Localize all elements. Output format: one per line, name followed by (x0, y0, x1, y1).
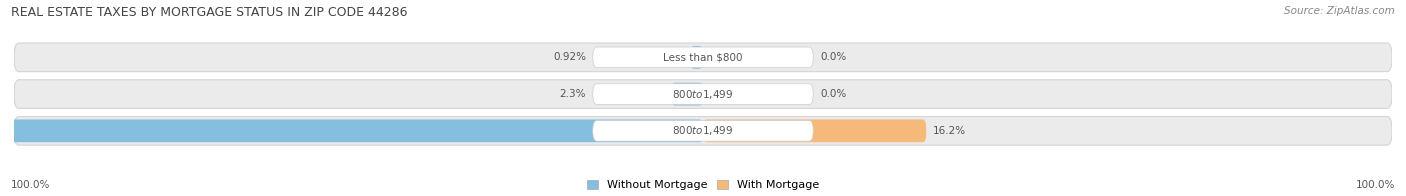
Text: 0.92%: 0.92% (553, 52, 586, 62)
Text: Less than $800: Less than $800 (664, 52, 742, 62)
FancyBboxPatch shape (593, 121, 813, 141)
Text: 0.0%: 0.0% (820, 52, 846, 62)
FancyBboxPatch shape (0, 119, 703, 142)
Text: 2.3%: 2.3% (560, 89, 586, 99)
Text: Source: ZipAtlas.com: Source: ZipAtlas.com (1284, 6, 1395, 16)
Text: 100.0%: 100.0% (1355, 180, 1395, 190)
Text: $800 to $1,499: $800 to $1,499 (672, 124, 734, 137)
FancyBboxPatch shape (690, 46, 703, 69)
FancyBboxPatch shape (14, 80, 1392, 108)
Text: 16.2%: 16.2% (934, 126, 966, 136)
FancyBboxPatch shape (703, 119, 927, 142)
Text: $800 to $1,499: $800 to $1,499 (672, 88, 734, 101)
FancyBboxPatch shape (14, 43, 1392, 72)
Text: 100.0%: 100.0% (11, 180, 51, 190)
FancyBboxPatch shape (14, 116, 1392, 145)
FancyBboxPatch shape (671, 83, 703, 105)
Text: 0.0%: 0.0% (820, 89, 846, 99)
Text: REAL ESTATE TAXES BY MORTGAGE STATUS IN ZIP CODE 44286: REAL ESTATE TAXES BY MORTGAGE STATUS IN … (11, 6, 408, 19)
FancyBboxPatch shape (593, 84, 813, 104)
Legend: Without Mortgage, With Mortgage: Without Mortgage, With Mortgage (588, 180, 818, 191)
FancyBboxPatch shape (593, 47, 813, 68)
